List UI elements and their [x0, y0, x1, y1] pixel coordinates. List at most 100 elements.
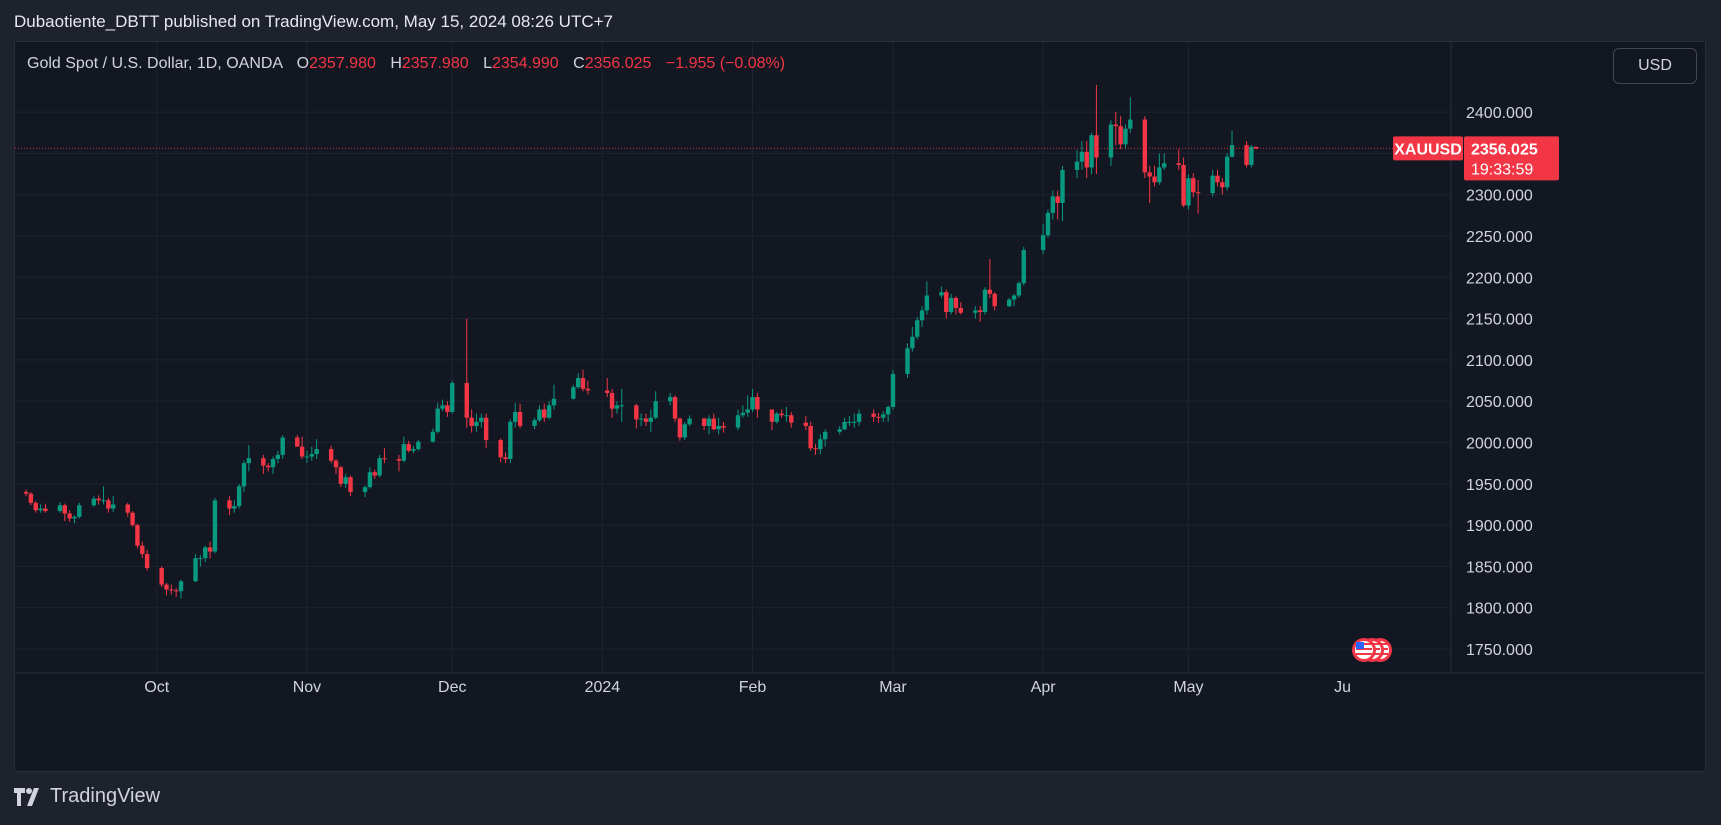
- candle-body[interactable]: [28, 493, 34, 503]
- candle-body[interactable]: [1123, 128, 1128, 145]
- candle-body[interactable]: [745, 409, 750, 413]
- candle-body[interactable]: [236, 486, 242, 507]
- candle-body[interactable]: [1142, 119, 1148, 173]
- chart-panel[interactable]: 2400.0002350.0002300.0002250.0002200.000…: [14, 41, 1706, 772]
- candle-body[interactable]: [1045, 212, 1051, 236]
- candle-body[interactable]: [1224, 156, 1230, 188]
- candle-body[interactable]: [1060, 169, 1065, 203]
- candle-body[interactable]: [735, 415, 741, 428]
- candle-body[interactable]: [1089, 135, 1094, 168]
- candle-body[interactable]: [377, 458, 382, 476]
- candle-body[interactable]: [1094, 135, 1099, 158]
- candle-body[interactable]: [919, 310, 925, 321]
- candle-body[interactable]: [944, 292, 949, 312]
- candle-body[interactable]: [396, 459, 402, 461]
- candle-body[interactable]: [508, 421, 513, 460]
- candle-body[interactable]: [1055, 196, 1060, 203]
- candle-body[interactable]: [677, 418, 683, 438]
- candle-body[interactable]: [435, 408, 440, 432]
- candle-body[interactable]: [789, 415, 794, 423]
- candle-body[interactable]: [309, 454, 314, 457]
- candle-body[interactable]: [513, 411, 518, 422]
- candle-body[interactable]: [532, 420, 537, 426]
- candle-body[interactable]: [430, 431, 436, 442]
- candle-body[interactable]: [406, 444, 411, 451]
- candle-body[interactable]: [333, 460, 339, 468]
- candle-body[interactable]: [280, 437, 285, 455]
- candle-body[interactable]: [847, 421, 852, 423]
- candle-body[interactable]: [57, 505, 63, 512]
- candle-body[interactable]: [716, 425, 721, 430]
- candle-body[interactable]: [469, 417, 474, 426]
- candle-body[interactable]: [130, 512, 135, 526]
- candle-body[interactable]: [813, 448, 818, 450]
- candle-body[interactable]: [164, 584, 169, 590]
- candle-body[interactable]: [450, 383, 455, 412]
- candle-body[interactable]: [295, 437, 300, 447]
- candle-body[interactable]: [1050, 196, 1056, 213]
- candle-body[interactable]: [343, 477, 348, 484]
- candle-body[interactable]: [338, 467, 344, 484]
- candle-body[interactable]: [299, 446, 305, 457]
- candle-body[interactable]: [740, 412, 746, 416]
- candle-body[interactable]: [101, 500, 106, 502]
- candle-body[interactable]: [193, 558, 198, 582]
- candle-body[interactable]: [638, 418, 644, 420]
- candle-body[interactable]: [672, 397, 678, 419]
- candle-body[interactable]: [774, 413, 779, 422]
- candle-body[interactable]: [1128, 119, 1133, 129]
- candle-body[interactable]: [682, 424, 687, 438]
- candle-body[interactable]: [1215, 175, 1220, 183]
- candle-body[interactable]: [140, 545, 145, 555]
- candle-body[interactable]: [546, 405, 552, 418]
- candle-body[interactable]: [169, 589, 174, 591]
- candle-body[interactable]: [910, 336, 915, 349]
- candle-body[interactable]: [43, 508, 48, 512]
- candle-body[interactable]: [1147, 172, 1152, 177]
- candle-body[interactable]: [38, 508, 43, 511]
- candle-body[interactable]: [876, 416, 881, 418]
- candle-body[interactable]: [822, 431, 828, 440]
- candle-body[interactable]: [125, 504, 130, 513]
- candle-body[interactable]: [905, 348, 910, 374]
- candle-body[interactable]: [314, 449, 319, 455]
- candle-body[interactable]: [1191, 178, 1196, 193]
- candle-body[interactable]: [96, 498, 101, 501]
- candle-body[interactable]: [1229, 145, 1235, 157]
- candle-body[interactable]: [445, 405, 450, 412]
- candle-body[interactable]: [982, 289, 988, 312]
- candle-body[interactable]: [881, 414, 886, 418]
- candle-body[interactable]: [542, 409, 547, 418]
- candle-body[interactable]: [23, 492, 29, 494]
- candle-body[interactable]: [72, 516, 77, 519]
- candle-body[interactable]: [687, 418, 692, 425]
- candle-body[interactable]: [440, 405, 445, 409]
- candle-body[interactable]: [571, 387, 576, 399]
- candle-body[interactable]: [837, 429, 842, 432]
- candle-body[interactable]: [382, 458, 387, 460]
- candle-body[interactable]: [1162, 163, 1167, 168]
- candle-body[interactable]: [1254, 146, 1259, 149]
- candle-body[interactable]: [885, 406, 891, 415]
- candle-body[interactable]: [517, 411, 523, 426]
- candle-body[interactable]: [1195, 192, 1201, 194]
- candle-body[interactable]: [1007, 299, 1012, 307]
- candle-body[interactable]: [304, 456, 310, 458]
- candle-body[interactable]: [580, 378, 586, 389]
- candle-body[interactable]: [619, 405, 624, 407]
- candle-body[interactable]: [1249, 146, 1254, 165]
- candle-body[interactable]: [232, 506, 237, 509]
- candle-body[interactable]: [977, 310, 983, 312]
- candle-body[interactable]: [159, 568, 164, 585]
- candle-body[interactable]: [769, 409, 775, 422]
- candle-body[interactable]: [643, 418, 649, 422]
- candle-body[interactable]: [973, 310, 978, 313]
- candle-body[interactable]: [261, 458, 266, 466]
- candle-body[interactable]: [648, 417, 654, 422]
- candle-body[interactable]: [852, 421, 857, 423]
- candle-body[interactable]: [212, 500, 218, 552]
- candle-body[interactable]: [111, 504, 116, 509]
- candle-body[interactable]: [1074, 161, 1080, 170]
- candle-body[interactable]: [711, 418, 716, 430]
- candle-body[interactable]: [537, 409, 542, 421]
